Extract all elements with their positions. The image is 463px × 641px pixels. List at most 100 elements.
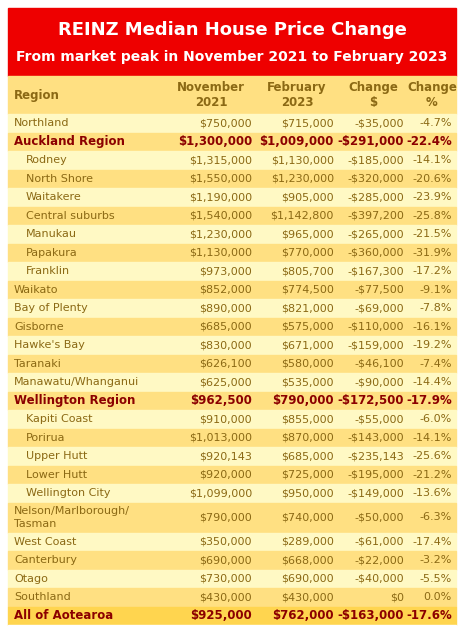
- Text: -$77,500: -$77,500: [353, 285, 403, 295]
- Text: $852,000: $852,000: [199, 285, 251, 295]
- Text: -21.5%: -21.5%: [412, 229, 451, 239]
- Text: Southland: Southland: [14, 592, 70, 603]
- Text: $1,013,000: $1,013,000: [188, 433, 251, 443]
- Text: November
2021: November 2021: [176, 81, 244, 109]
- Text: February
2023: February 2023: [267, 81, 326, 109]
- Bar: [8, 281, 455, 299]
- Text: -$22,000: -$22,000: [353, 555, 403, 565]
- Text: -17.4%: -17.4%: [412, 537, 451, 547]
- Text: $973,000: $973,000: [199, 266, 251, 276]
- Text: -$35,000: -$35,000: [354, 118, 403, 128]
- Bar: [8, 225, 455, 244]
- Bar: [8, 373, 455, 392]
- Bar: [8, 503, 455, 533]
- Text: $671,000: $671,000: [281, 340, 333, 350]
- Text: $1,142,800: $1,142,800: [270, 211, 333, 221]
- Text: $1,550,000: $1,550,000: [188, 174, 251, 184]
- Text: $725,000: $725,000: [281, 470, 333, 479]
- Text: -$143,000: -$143,000: [347, 433, 403, 443]
- Text: -$167,300: -$167,300: [347, 266, 403, 276]
- Bar: [8, 299, 455, 317]
- Text: $430,000: $430,000: [281, 592, 333, 603]
- Text: Manawatu/Whanganui: Manawatu/Whanganui: [14, 378, 139, 387]
- Text: Porirua: Porirua: [26, 433, 65, 443]
- Text: Wellington Region: Wellington Region: [14, 394, 135, 407]
- Text: -$69,000: -$69,000: [354, 303, 403, 313]
- Bar: [8, 206, 455, 225]
- Text: $855,000: $855,000: [281, 414, 333, 424]
- Text: $580,000: $580,000: [281, 359, 333, 369]
- Text: $1,190,000: $1,190,000: [188, 192, 251, 203]
- Text: Taranaki: Taranaki: [14, 359, 61, 369]
- Text: Lower Hutt: Lower Hutt: [26, 470, 87, 479]
- Bar: [8, 133, 455, 151]
- Bar: [8, 354, 455, 373]
- Text: Upper Hutt: Upper Hutt: [26, 451, 87, 462]
- Text: -5.5%: -5.5%: [419, 574, 451, 584]
- Text: $1,230,000: $1,230,000: [270, 174, 333, 184]
- Bar: [8, 188, 455, 206]
- Text: $1,130,000: $1,130,000: [188, 248, 251, 258]
- Text: Otago: Otago: [14, 574, 48, 584]
- Text: $750,000: $750,000: [199, 118, 251, 128]
- Text: -14.4%: -14.4%: [412, 378, 451, 387]
- Text: $774,500: $774,500: [281, 285, 333, 295]
- Text: -25.6%: -25.6%: [412, 451, 451, 462]
- Text: -6.0%: -6.0%: [419, 414, 451, 424]
- Text: -16.1%: -16.1%: [412, 322, 451, 332]
- Text: $965,000: $965,000: [281, 229, 333, 239]
- Text: $685,000: $685,000: [281, 451, 333, 462]
- Text: $715,000: $715,000: [281, 118, 333, 128]
- Bar: [8, 336, 455, 354]
- Text: From market peak in November 2021 to February 2023: From market peak in November 2021 to Feb…: [16, 50, 447, 64]
- Bar: [8, 410, 455, 428]
- Text: -$360,000: -$360,000: [347, 248, 403, 258]
- Text: Change
$: Change $: [347, 81, 397, 109]
- Text: -7.4%: -7.4%: [419, 359, 451, 369]
- Text: -23.9%: -23.9%: [412, 192, 451, 203]
- Text: -$163,000: -$163,000: [337, 609, 403, 622]
- Text: -$90,000: -$90,000: [354, 378, 403, 387]
- Bar: [8, 244, 455, 262]
- Text: $1,540,000: $1,540,000: [188, 211, 251, 221]
- Text: Region: Region: [14, 88, 60, 101]
- Text: -$40,000: -$40,000: [354, 574, 403, 584]
- Bar: [8, 569, 455, 588]
- Text: -$159,000: -$159,000: [347, 340, 403, 350]
- Bar: [8, 625, 455, 633]
- Text: Central suburbs: Central suburbs: [26, 211, 114, 221]
- Text: $690,000: $690,000: [281, 574, 333, 584]
- Text: -4.7%: -4.7%: [419, 118, 451, 128]
- Text: $730,000: $730,000: [199, 574, 251, 584]
- Text: -$46,100: -$46,100: [354, 359, 403, 369]
- Text: Hawke's Bay: Hawke's Bay: [14, 340, 85, 350]
- Text: $890,000: $890,000: [199, 303, 251, 313]
- Text: $430,000: $430,000: [199, 592, 251, 603]
- Text: $870,000: $870,000: [281, 433, 333, 443]
- Bar: [8, 428, 455, 447]
- Text: North Shore: North Shore: [26, 174, 93, 184]
- Text: Papakura: Papakura: [26, 248, 78, 258]
- Text: $1,130,000: $1,130,000: [270, 155, 333, 165]
- Text: Auckland Region: Auckland Region: [14, 135, 125, 148]
- Text: -17.2%: -17.2%: [412, 266, 451, 276]
- Text: Rodney: Rodney: [26, 155, 68, 165]
- Text: $770,000: $770,000: [281, 248, 333, 258]
- Bar: [8, 484, 455, 503]
- Text: -9.1%: -9.1%: [419, 285, 451, 295]
- Text: Canterbury: Canterbury: [14, 555, 77, 565]
- Text: $925,000: $925,000: [190, 609, 251, 622]
- Text: Kapiti Coast: Kapiti Coast: [26, 414, 92, 424]
- Text: $685,000: $685,000: [199, 322, 251, 332]
- Text: $690,000: $690,000: [199, 555, 251, 565]
- Text: -$195,000: -$195,000: [347, 470, 403, 479]
- Text: -7.8%: -7.8%: [419, 303, 451, 313]
- Text: -$172,500: -$172,500: [337, 394, 403, 407]
- Text: -31.9%: -31.9%: [412, 248, 451, 258]
- Text: $1,300,000: $1,300,000: [177, 135, 251, 148]
- Text: $920,000: $920,000: [199, 470, 251, 479]
- Text: -$285,000: -$285,000: [346, 192, 403, 203]
- Bar: [8, 551, 455, 569]
- Text: Gisborne: Gisborne: [14, 322, 63, 332]
- Text: $1,315,000: $1,315,000: [188, 155, 251, 165]
